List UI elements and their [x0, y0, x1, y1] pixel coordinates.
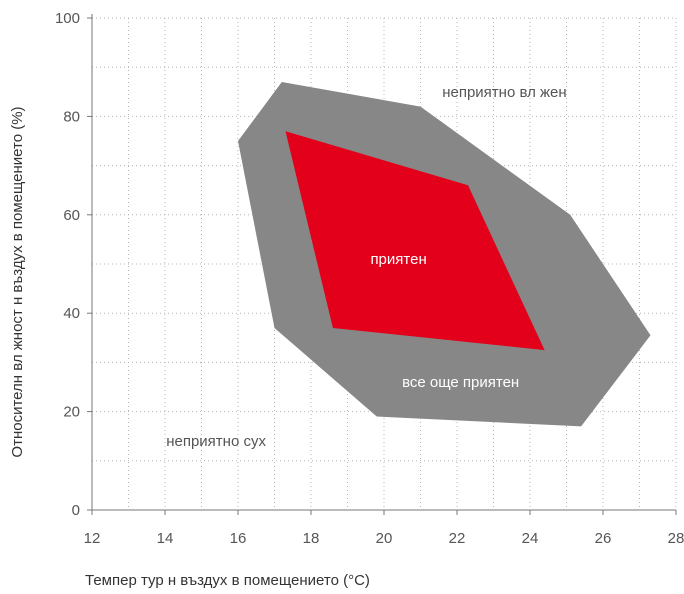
y-tick-labels: 0 20 40 60 80 100 [55, 10, 92, 519]
x-tick-label: 28 [668, 530, 684, 547]
y-tick-label: 60 [63, 207, 80, 224]
x-tick-label: 16 [230, 530, 247, 547]
x-axis-title: Темпер тур н въздух в помещението (°C) [85, 572, 370, 589]
region-label: неприятно вл жен [442, 84, 566, 101]
region-labels: неприятно вл жен приятен все още приятен не… [166, 84, 566, 450]
x-tick-labels: 12 14 16 18 20 22 24 26 28 [84, 510, 684, 547]
x-tick-label: 20 [376, 530, 393, 547]
x-tick-label: 14 [157, 530, 174, 547]
comfort-regions [238, 82, 651, 427]
y-tick-label: 0 [72, 502, 80, 519]
x-tick-label: 22 [449, 530, 466, 547]
y-tick-label: 20 [63, 404, 80, 421]
y-tick-label: 80 [63, 108, 80, 125]
y-tick-label: 40 [63, 305, 80, 322]
region-label: все още приятен [402, 374, 519, 391]
region-label: неприятно сух [166, 433, 266, 450]
comfortable-zone-area [285, 131, 545, 351]
x-tick-label: 26 [595, 530, 612, 547]
x-tick-label: 24 [522, 530, 539, 547]
region-label: приятен [370, 251, 426, 268]
x-tick-label: 18 [303, 530, 320, 547]
y-tick-label: 100 [55, 10, 80, 27]
x-tick-label: 12 [84, 530, 101, 547]
y-axis-title: Относителн вл жност н въздух в помещение… [9, 106, 26, 457]
